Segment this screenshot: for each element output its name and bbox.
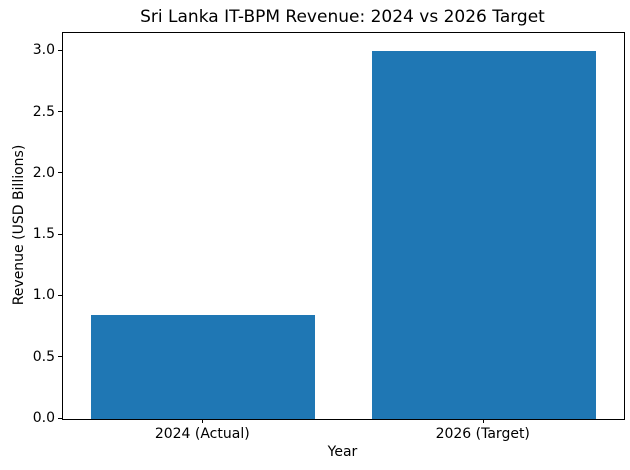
x-tick-mark (482, 419, 484, 423)
y-tick-mark (58, 111, 62, 113)
y-tick-label: 1.0 (32, 287, 55, 304)
x-tick-label-0: 2024 (Actual) (154, 426, 250, 442)
y-tick-mark (58, 294, 62, 296)
bar-0 (91, 314, 316, 419)
y-tick-label: 1.5 (32, 226, 55, 243)
y-tick-label: 2.0 (32, 164, 55, 181)
bar-1 (371, 51, 596, 419)
chart-title: Sri Lanka IT-BPM Revenue: 2024 vs 2026 T… (140, 7, 545, 27)
x-axis-label: Year (327, 444, 358, 460)
y-tick-mark (58, 233, 62, 235)
y-tick-mark (58, 356, 62, 358)
y-tick-mark (58, 417, 62, 419)
y-tick-label: 0.5 (32, 348, 55, 365)
x-tick-mark (202, 419, 204, 423)
y-tick-label: 2.5 (32, 103, 55, 120)
y-tick-mark (58, 172, 62, 174)
y-tick-mark (58, 49, 62, 51)
y-tick-label: 0.0 (32, 410, 55, 426)
y-tick-label: 3.0 (32, 42, 55, 59)
x-tick-label-1: 2026 (Target) (435, 426, 530, 442)
plot-area (62, 32, 625, 420)
